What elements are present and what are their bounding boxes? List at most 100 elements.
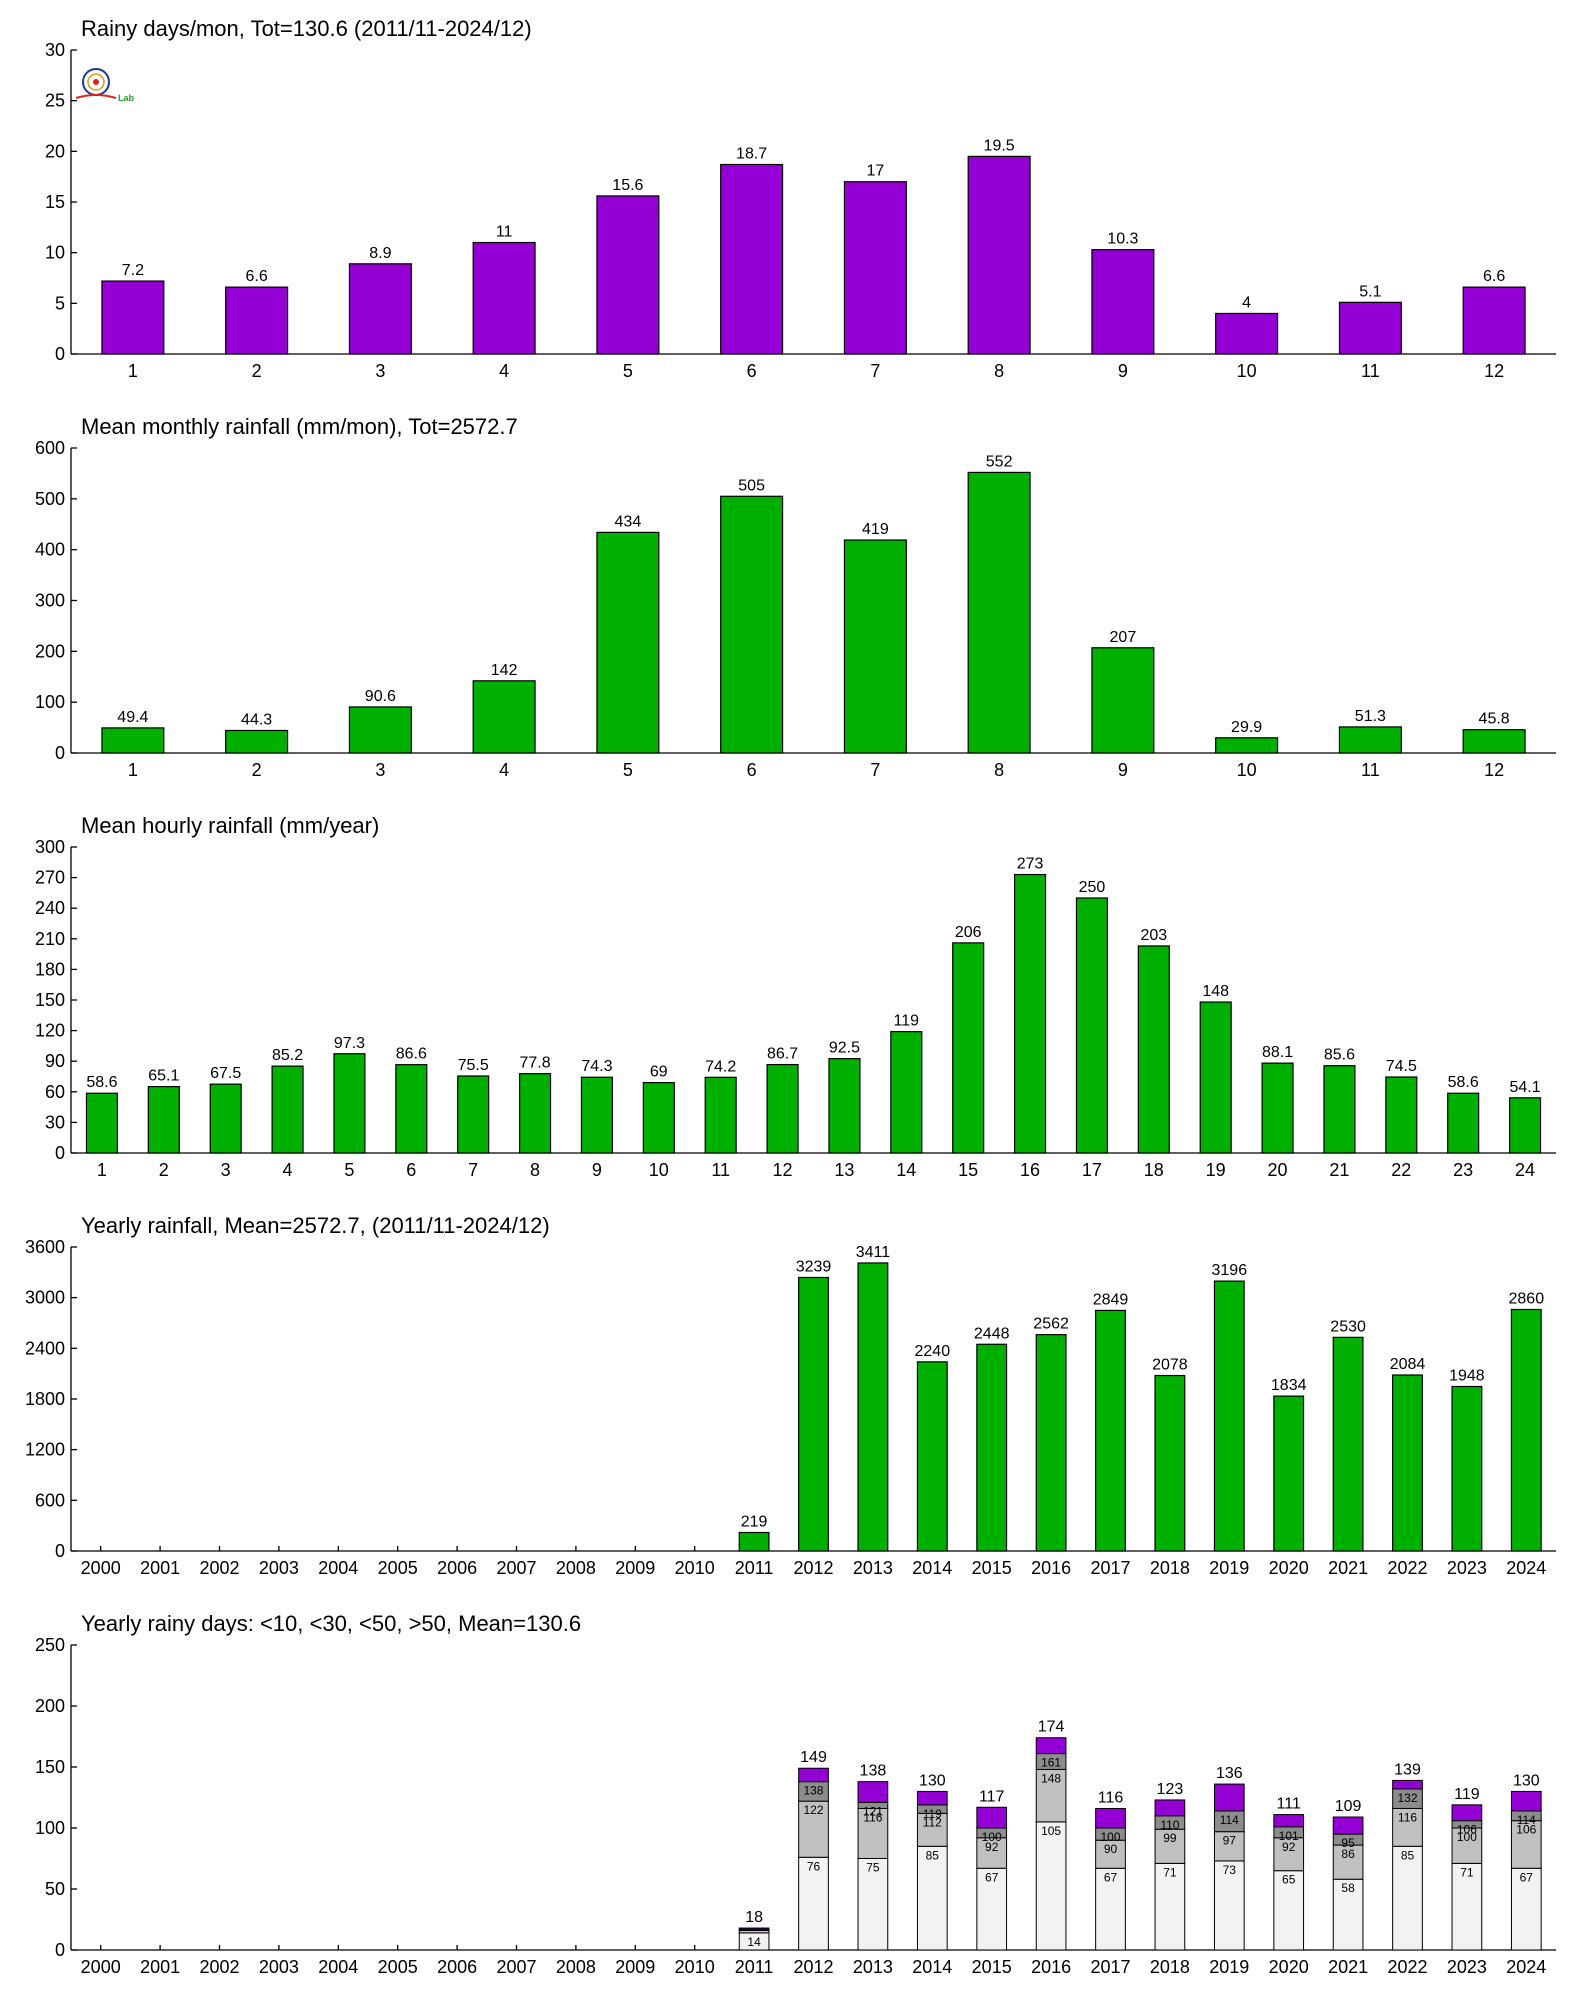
bar-value-label: 3239	[796, 1258, 832, 1275]
chart-title: Mean hourly rainfall (mm/year)	[81, 813, 379, 838]
bar	[1447, 1092, 1480, 1154]
segment-label: 106	[1457, 1823, 1477, 1837]
y-tick-label: 120	[35, 1021, 65, 1041]
bar-value-label: 86.6	[396, 1046, 427, 1063]
bar-value-label: 58.6	[86, 1074, 117, 1091]
x-tick-label: 4	[283, 1160, 293, 1180]
bar-value-label: 7.2	[122, 262, 144, 279]
segment-label: 148	[1041, 1771, 1061, 1785]
x-tick-label: 2022	[1387, 1957, 1427, 1977]
x-tick-label: 12	[1484, 361, 1504, 381]
x-tick-label: 2023	[1447, 1957, 1487, 1977]
bar	[1338, 301, 1402, 355]
x-tick-label: 2014	[912, 1558, 952, 1578]
bar-value-label: 1834	[1271, 1377, 1307, 1394]
bar-value-label: 51.3	[1355, 708, 1386, 725]
bar	[147, 1085, 180, 1154]
stack-segment	[1213, 1860, 1245, 1951]
logo-inner-ring-icon	[87, 73, 105, 91]
bar-value-label: 1948	[1449, 1368, 1485, 1385]
x-tick-label: 21	[1329, 1160, 1349, 1180]
y-tick-label: 600	[35, 1490, 65, 1510]
segment-label: 99	[1163, 1831, 1177, 1845]
stack-segment	[1273, 1814, 1305, 1828]
total-label: 136	[1216, 1765, 1243, 1782]
x-tick-label: 12	[1484, 760, 1504, 780]
bar	[225, 286, 289, 355]
segment-label: 85	[926, 1848, 940, 1862]
y-tick-label: 100	[35, 1818, 65, 1838]
x-tick-label: 2015	[972, 1558, 1012, 1578]
x-tick-label: 10	[1237, 760, 1257, 780]
y-tick-label: 50	[45, 1879, 65, 1899]
x-tick-label: 8	[994, 361, 1004, 381]
segment-label: 86	[1341, 1847, 1355, 1861]
bar-value-label: 2530	[1330, 1318, 1366, 1335]
segment-label: 90	[1104, 1842, 1118, 1856]
segment-label: 122	[803, 1803, 823, 1817]
bar-value-label: 58.6	[1448, 1074, 1479, 1091]
bar	[348, 263, 412, 355]
bar	[101, 280, 165, 355]
stack-segment	[916, 1845, 948, 1951]
x-tick-label: 20	[1268, 1160, 1288, 1180]
stack-segment	[1095, 1867, 1126, 1951]
bar	[1095, 1309, 1126, 1552]
bar-value-label: 2849	[1093, 1291, 1129, 1308]
bar	[1273, 1395, 1305, 1552]
bar	[333, 1053, 366, 1154]
bar-value-label: 2860	[1509, 1290, 1545, 1307]
segment-label: 100	[982, 1830, 1002, 1844]
stack-segment	[1392, 1807, 1423, 1847]
stack-segment	[1451, 1862, 1483, 1951]
y-tick-label: 270	[35, 868, 65, 888]
bar-value-label: 74.3	[581, 1058, 612, 1075]
bar-value-label: 69	[650, 1064, 668, 1081]
y-tick-label: 240	[35, 898, 65, 918]
x-tick-label: 5	[623, 361, 633, 381]
x-tick-label: 2021	[1328, 1957, 1368, 1977]
x-tick-label: 1	[128, 361, 138, 381]
x-tick-label: 2006	[437, 1957, 477, 1977]
bar-value-label: 17	[866, 163, 884, 180]
bar-value-label: 6.6	[246, 268, 268, 285]
bar	[738, 1531, 770, 1552]
y-tick-label: 30	[45, 40, 65, 60]
x-tick-label: 11	[1361, 760, 1380, 780]
bar	[1462, 729, 1526, 754]
x-tick-label: 4	[499, 361, 509, 381]
x-tick-label: 2012	[793, 1558, 833, 1578]
bar-value-label: 6.6	[1483, 268, 1505, 285]
x-tick-label: 2008	[556, 1957, 596, 1977]
y-tick-label: 100	[35, 692, 65, 712]
bar	[1510, 1308, 1542, 1552]
stack-segment	[857, 1807, 889, 1859]
bar-value-label: 119	[894, 1013, 920, 1030]
y-tick-label: 90	[45, 1051, 65, 1071]
x-tick-label: 9	[1118, 361, 1128, 381]
x-tick-label: 2007	[496, 1558, 536, 1578]
x-tick-label: 2013	[853, 1558, 893, 1578]
bar-value-label: 45.8	[1479, 711, 1510, 728]
total-label: 123	[1157, 1781, 1184, 1798]
total-label: 138	[860, 1763, 887, 1780]
total-label: 111	[1277, 1796, 1301, 1813]
x-tick-label: 2004	[318, 1558, 358, 1578]
x-tick-label: 15	[958, 1160, 978, 1180]
segment-label: 161	[1041, 1756, 1061, 1770]
bar-value-label: 273	[1017, 856, 1044, 873]
bar-value-label: 75.5	[458, 1057, 489, 1074]
segment-label: 97	[1223, 1834, 1237, 1848]
x-tick-label: 2009	[615, 1957, 655, 1977]
x-tick-label: 10	[649, 1160, 669, 1180]
bar-value-label: 18.7	[736, 146, 767, 163]
stack-segment	[916, 1790, 948, 1806]
total-label: 119	[1454, 1786, 1480, 1803]
stack-segment	[1510, 1867, 1542, 1951]
bar	[1091, 249, 1155, 355]
x-tick-label: 2010	[675, 1558, 715, 1578]
bar	[704, 1076, 737, 1154]
bar	[1338, 726, 1402, 754]
bar-value-label: 5.1	[1359, 283, 1381, 300]
y-tick-label: 5	[55, 293, 65, 313]
